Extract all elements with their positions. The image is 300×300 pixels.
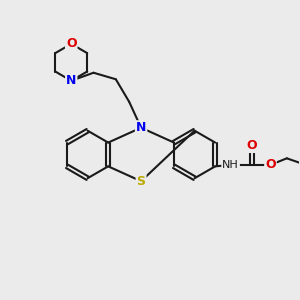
Text: S: S: [136, 175, 146, 188]
Text: O: O: [265, 158, 276, 171]
Text: N: N: [66, 74, 76, 87]
Text: N: N: [136, 121, 146, 134]
Text: O: O: [66, 38, 76, 50]
Text: O: O: [247, 139, 257, 152]
Text: NH: NH: [222, 160, 239, 170]
